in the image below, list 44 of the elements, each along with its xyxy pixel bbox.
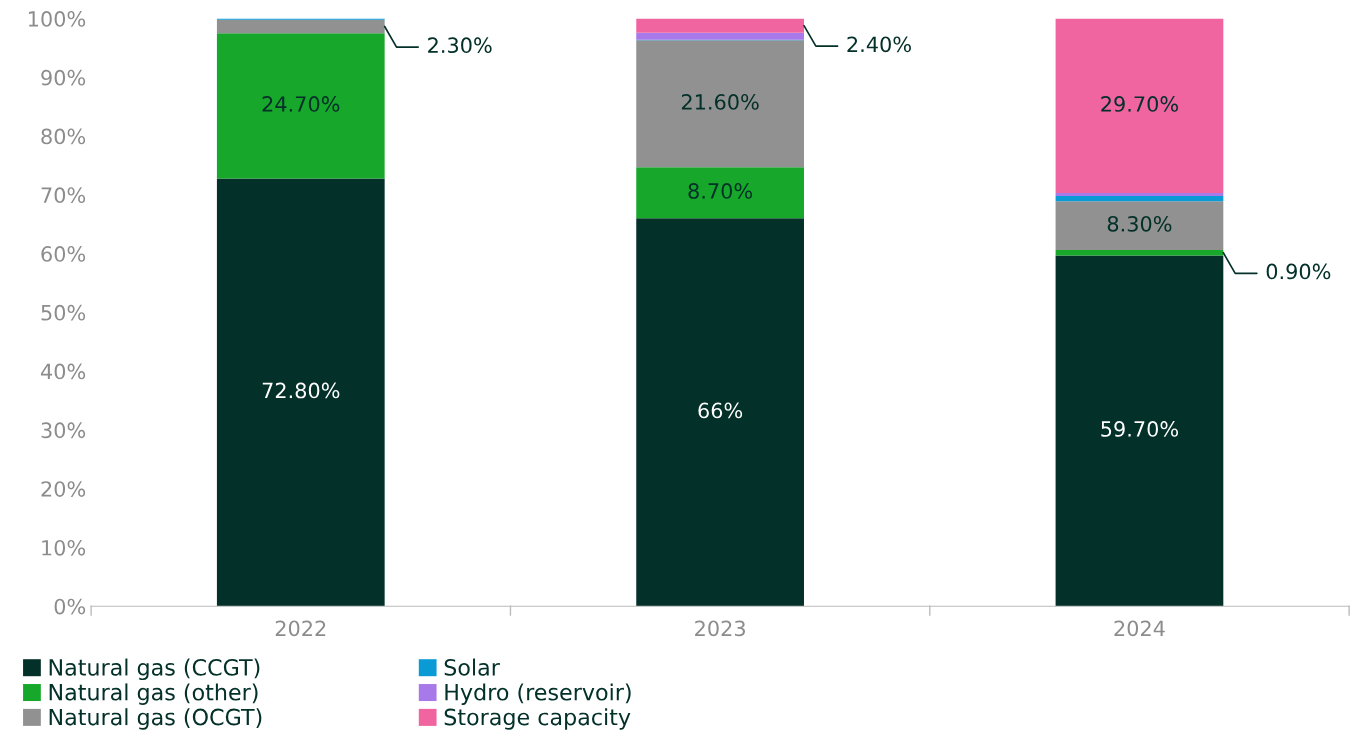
bar: [636, 32, 804, 40]
bar: [216, 33, 385, 179]
legend-label: Storage capacity: [444, 708, 631, 730]
bar: [636, 40, 804, 168]
y-tick-label: 50%: [41, 304, 86, 321]
x-tick-label: 2022: [275, 620, 326, 637]
legend-label: Natural gas (CCGT): [49, 658, 260, 681]
bar: [216, 178, 385, 607]
data-label: 59.70%: [1101, 421, 1179, 437]
y-tick-label: 40%: [40, 363, 86, 380]
data-label: 8.30%: [1107, 215, 1172, 232]
data-label: 8.70%: [688, 183, 753, 199]
legend-label: Hydro (reservoir): [445, 683, 631, 705]
data-label: 72.80%: [262, 382, 340, 399]
x-tick-label: 2024: [1114, 620, 1165, 637]
bar: [216, 19, 385, 34]
bar: [636, 218, 804, 607]
bar: [1055, 250, 1224, 256]
data-label: 24.70%: [262, 96, 340, 112]
x-tick-label: 2023: [695, 620, 745, 637]
bar: [1055, 201, 1224, 251]
bar: [1055, 193, 1224, 197]
bar: [636, 18, 804, 33]
data-label: 0.90%: [1266, 263, 1331, 280]
bar: [1055, 196, 1224, 202]
y-tick-label: 70%: [41, 187, 86, 204]
data-label: 2.30%: [428, 37, 492, 54]
legend-label: Solar: [444, 658, 500, 676]
y-tick-label: 10%: [42, 539, 86, 556]
data-label: 21.60%: [681, 94, 759, 110]
y-tick-label: 90%: [41, 69, 86, 86]
y-tick-label: 0%: [54, 598, 86, 615]
data-label: 2.40%: [847, 36, 911, 53]
y-tick-label: 80%: [41, 128, 86, 145]
bar: [636, 167, 804, 219]
bar: [1055, 18, 1224, 194]
y-tick-label: 30%: [41, 422, 86, 439]
y-tick-label: 20%: [41, 481, 86, 497]
legend-label: Natural gas (OCGT): [49, 708, 262, 730]
legend-label: Natural gas (other): [49, 683, 258, 705]
y-tick-label: 100%: [28, 11, 86, 27]
data-label: 66%: [698, 402, 743, 419]
data-label: 29.70%: [1101, 96, 1179, 112]
y-tick-label: 60%: [41, 246, 86, 262]
